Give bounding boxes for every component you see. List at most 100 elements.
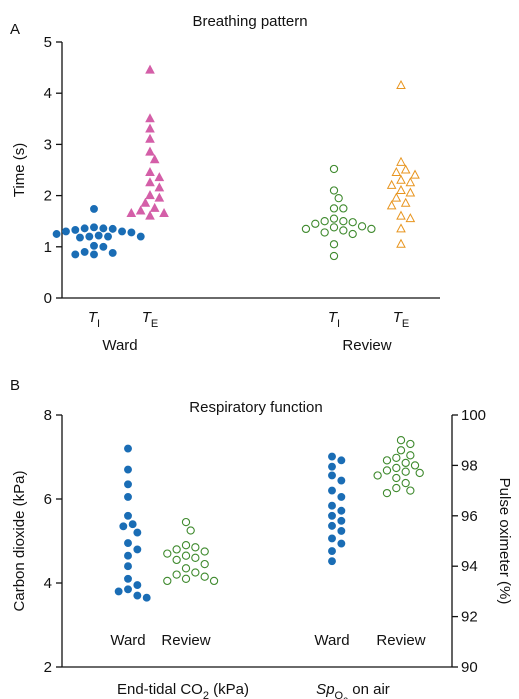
data-point [311,219,320,228]
data-point [329,251,339,261]
data-point [181,517,191,527]
category-label: Review [161,632,210,649]
data-point [328,511,336,520]
data-point [405,177,416,187]
y2-tick-label: 90 [461,659,478,676]
group-label: Review [342,337,391,354]
data-point [328,471,336,480]
data-point [339,226,348,235]
data-point [328,534,336,543]
data-point [136,232,145,241]
y-tick-label: 8 [44,407,52,424]
data-point [90,204,98,213]
panel-label: B [10,377,20,394]
y2-tick-label: 100 [461,407,486,424]
data-point [90,250,98,259]
category-label: TI [88,309,100,330]
category-label-part: I [97,318,100,330]
group-label-part: 2 [343,696,348,699]
data-point [124,539,132,548]
data-point [154,172,165,182]
data-point [154,182,165,192]
data-point [191,568,200,577]
data-point [400,164,411,174]
data-point [415,468,424,478]
y-tick-label: 0 [44,290,52,307]
category-label: TI [328,309,340,330]
data-point [382,466,392,475]
data-point [172,555,181,565]
data-point [382,488,392,498]
data-point [124,465,132,474]
data-point [124,511,132,520]
data-point [94,231,103,240]
group-label-part: p [325,681,334,698]
category-label-part: T [328,309,339,326]
data-point [145,177,155,187]
data-point [329,204,339,213]
data-point [108,248,117,257]
data-point [301,224,311,234]
category-label-part: E [402,318,409,330]
data-point [329,223,339,232]
data-point [406,451,415,460]
data-point [334,194,343,203]
data-point [200,547,209,556]
data-point [337,539,346,548]
data-point [386,179,397,189]
data-point [396,238,406,248]
data-point [401,458,410,468]
y2-tick-label: 98 [461,457,478,474]
data-point [119,522,128,531]
data-point [357,222,367,231]
y-tick-label: 5 [44,34,52,51]
y-tick-label: 6 [44,491,52,508]
category-label: Ward [314,632,349,649]
data-point [337,476,346,485]
y2-tick-label: 96 [461,508,478,525]
data-point [140,197,151,207]
category-label: Ward [110,632,145,649]
data-point [337,526,346,535]
group-label-part: 2 [203,690,209,699]
data-point [71,225,80,234]
data-point [401,467,410,476]
data-point [401,478,410,488]
data-point [145,146,155,156]
data-point [172,545,181,554]
data-point [145,190,155,200]
data-point [154,192,165,202]
data-point [181,574,191,583]
data-point [406,439,415,449]
data-point [181,541,191,550]
data-point [367,224,376,234]
y2-tick-label: 92 [461,609,478,626]
data-point [85,232,94,241]
panel-label: A [10,21,20,38]
y-tick-label: 4 [44,85,52,102]
y-tick-label: 4 [44,575,52,592]
data-point [61,227,70,236]
data-point [396,174,406,184]
data-point [396,446,406,455]
category-label-part: T [88,309,99,326]
data-point [181,564,191,573]
data-point [328,486,336,495]
data-point [133,581,142,590]
group-label: End-tidal CO2 (kPa) [117,681,249,699]
y2-axis-label: Pulse oximeter (%) [496,478,513,605]
data-point [200,572,209,581]
data-point [159,207,169,218]
group-label-part: (kPa) [209,681,249,698]
data-point [99,224,108,233]
data-point [410,169,420,179]
data-point [410,461,420,470]
data-point [133,528,142,537]
data-point [386,200,397,210]
data-point [328,547,336,556]
data-point [191,553,200,562]
data-point [391,192,402,202]
category-label-part: T [393,309,404,326]
category-label-part: T [142,309,153,326]
